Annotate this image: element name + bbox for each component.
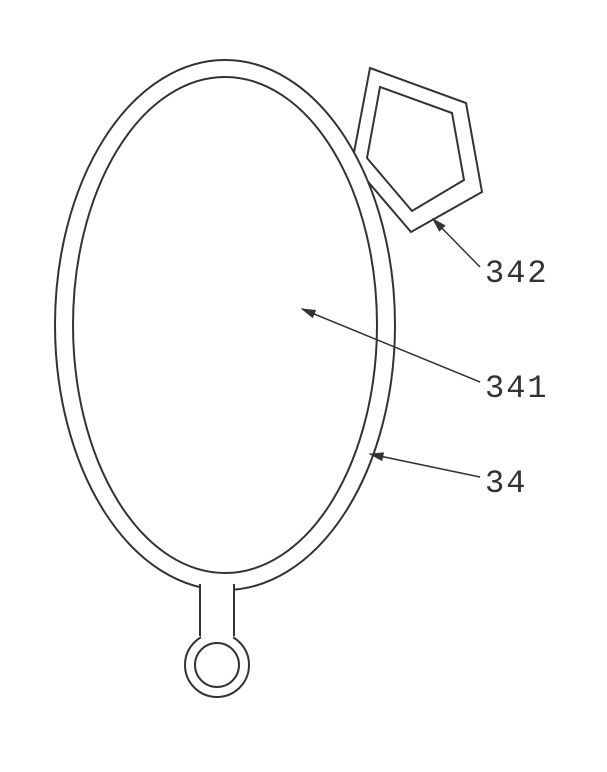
main-ellipse-outer — [55, 60, 395, 590]
handle-stem — [200, 584, 234, 635]
handle-join-mask — [201, 632, 233, 638]
label-342: 342 — [485, 255, 549, 292]
pentagon-tab-inner — [367, 87, 464, 211]
callout-line-34 — [370, 454, 480, 477]
technical-diagram: 342 341 34 — [0, 0, 607, 767]
callout-line-342 — [433, 219, 480, 267]
label-341: 341 — [485, 370, 549, 407]
label-34: 34 — [485, 465, 527, 502]
